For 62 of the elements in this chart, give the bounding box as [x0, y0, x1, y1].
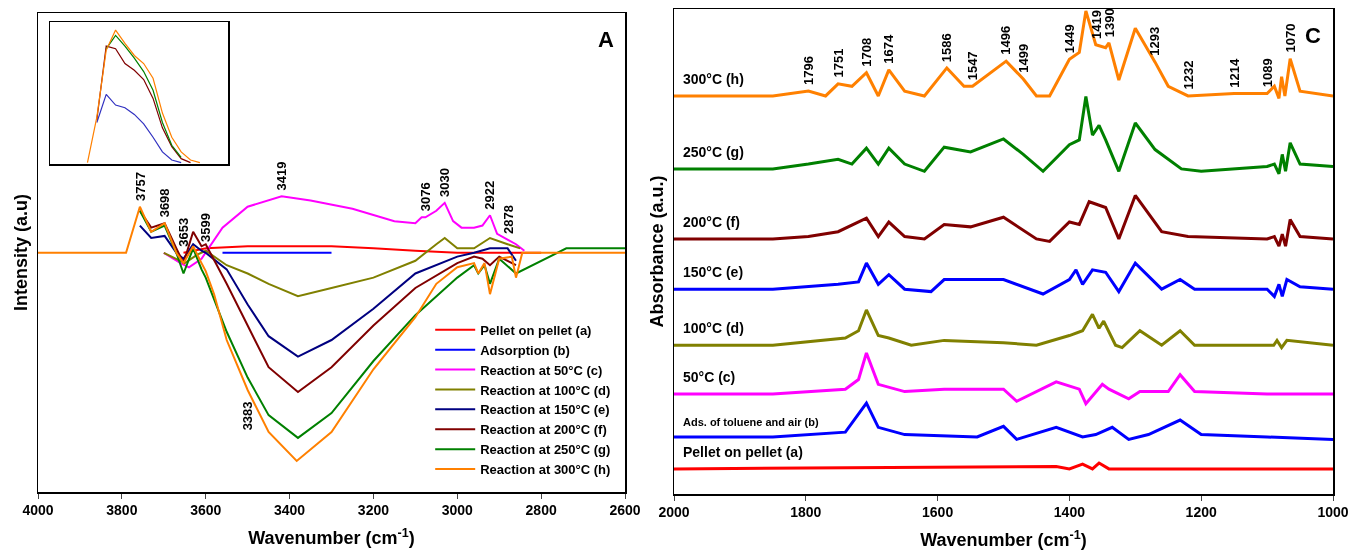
series-label: 250°C (g): [683, 144, 744, 160]
x-tick-label: 3800: [106, 502, 138, 519]
annotation: 1089: [1260, 58, 1276, 88]
annotation: 1449: [1061, 24, 1077, 54]
legend-label: Reaction at 50°C (c): [480, 362, 603, 378]
annotation: 1496: [998, 25, 1014, 55]
annotation: 1070: [1282, 23, 1298, 53]
annotation: 2922: [482, 180, 498, 210]
x-tick-label: 3000: [441, 502, 474, 519]
x-tick-label: 2000: [658, 504, 690, 521]
annotation: 1674: [880, 34, 896, 64]
annotation: 1586: [939, 33, 955, 63]
x-axis-title: Wavenumber (cm$^{-1}$): [248, 525, 415, 549]
x-tick-label: 2600: [609, 502, 641, 519]
x-tick-label: 1400: [1053, 504, 1086, 521]
annotation: 3383: [239, 401, 255, 431]
annotation: 3419: [273, 161, 289, 191]
y-axis-title: Absorbance (a.u.): [646, 175, 667, 328]
annotation: 3076: [417, 182, 433, 212]
series-label: Pellet on pellet (a): [683, 444, 803, 460]
annotation: 1796: [800, 56, 816, 86]
x-tick-label: 1600: [922, 504, 954, 521]
legend-label: Reaction at 200°C (f): [480, 422, 607, 438]
x-tick-label: 3600: [190, 502, 222, 519]
y-axis-title: Intensity (a.u): [10, 193, 31, 312]
chart-title: A: [598, 27, 614, 52]
annotation: 3653: [176, 217, 192, 247]
annotation: 1499: [1015, 43, 1031, 73]
annotation: 2878: [500, 205, 516, 235]
legend-label: Adsorption (b): [480, 342, 570, 358]
annotation: 1708: [859, 37, 875, 67]
x-tick-label: 1200: [1185, 504, 1217, 521]
legend-label: Reaction at 150°C (e): [480, 402, 610, 418]
x-tick-label: 2800: [525, 502, 557, 519]
annotation: 1293: [1147, 26, 1163, 56]
annotation: 3698: [156, 188, 172, 218]
annotation: 1751: [830, 48, 846, 78]
x-axis-title: Wavenumber (cm$^{-1}$): [920, 527, 1087, 551]
series-label: 50°C (c): [683, 369, 736, 385]
x-tick-label: 3400: [273, 502, 306, 519]
annotation: 1419: [1088, 10, 1104, 40]
series-label: 100°C (d): [683, 320, 744, 336]
legend-label: Pellet on pellet (a): [480, 322, 592, 338]
legend-label: Reaction at 250°C (g): [480, 442, 611, 458]
series-label: 200°C (f): [683, 214, 740, 230]
series-label: 150°C (e): [683, 264, 744, 280]
x-tick-label: 1800: [790, 504, 822, 521]
annotation: 1547: [964, 51, 980, 81]
annotation: 1232: [1180, 60, 1196, 90]
text: C: [1305, 23, 1321, 48]
series-label: Ads. of toluene and air (b): [683, 416, 820, 428]
x-tick-label: 4000: [22, 502, 54, 519]
x-tick-label: 3200: [357, 502, 390, 519]
annotation: 3030: [437, 168, 453, 198]
series-label: 300°C (h): [683, 71, 744, 87]
annotation: 3757: [132, 172, 148, 202]
annotation: 3599: [198, 213, 214, 242]
annotation: 1390: [1101, 8, 1117, 38]
annotation: 1214: [1226, 58, 1242, 88]
legend-label: Reaction at 100°C (d): [480, 382, 611, 398]
x-tick-label: 1000: [1317, 504, 1349, 521]
legend-label: Reaction at 300°C (h): [480, 462, 611, 478]
